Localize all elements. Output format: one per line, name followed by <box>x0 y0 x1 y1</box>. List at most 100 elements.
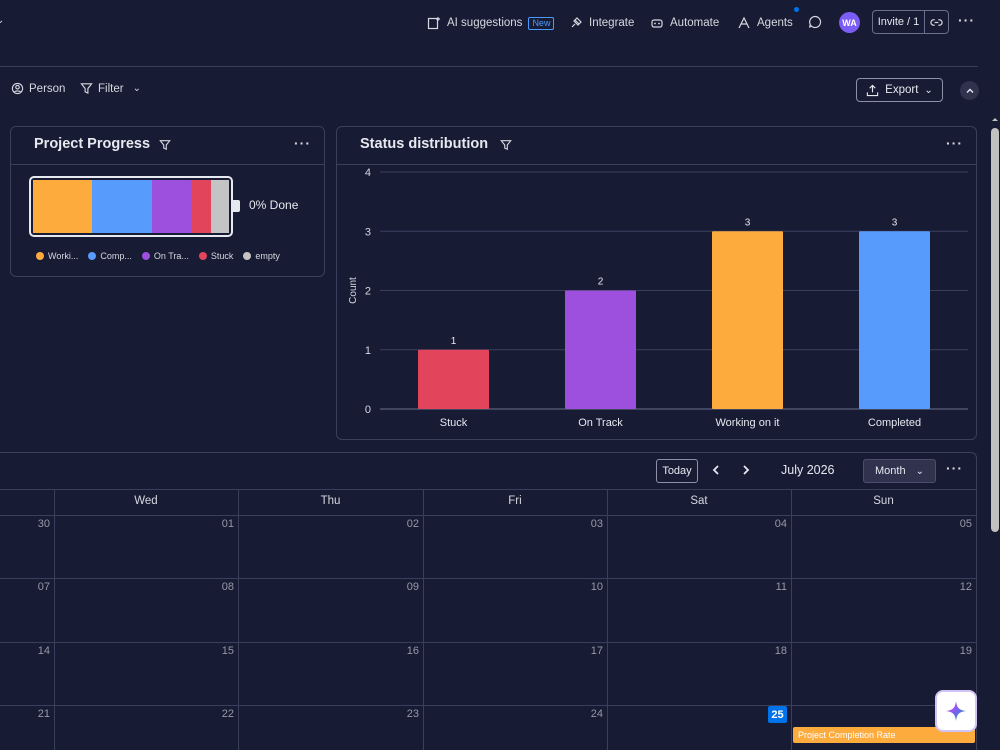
day-number: 23 <box>406 708 419 720</box>
integrate-button[interactable]: Integrate <box>569 14 634 32</box>
bar-on-track <box>565 290 636 409</box>
weekday-header: Wed <box>134 495 158 507</box>
day-number: 18 <box>774 645 787 657</box>
weekday-header: Thu <box>320 495 341 507</box>
y-axis-label: Count <box>348 277 359 304</box>
view-select-value: Month <box>875 465 906 477</box>
day-number: 15 <box>221 645 234 657</box>
updates-icon[interactable] <box>808 15 822 29</box>
legend-swatch <box>141 252 150 260</box>
notification-dot <box>794 7 799 12</box>
legend-label: Worki... <box>48 251 79 261</box>
ai-assistant-button[interactable] <box>935 690 977 732</box>
bar-stuck <box>418 349 489 409</box>
day-number: 07 <box>37 581 50 593</box>
x-tick-label: On Track <box>578 417 623 429</box>
scrollbar-track[interactable] <box>990 115 1000 750</box>
x-tick-label: Completed <box>868 417 921 429</box>
avatar[interactable]: WA <box>839 12 860 33</box>
calendar-line <box>54 489 55 750</box>
filter-icon[interactable] <box>159 139 171 151</box>
integrate-label: Integrate <box>589 17 635 29</box>
copy-link-button[interactable] <box>925 11 948 33</box>
y-tick-label: 1 <box>365 345 371 357</box>
card-divider <box>11 164 324 165</box>
day-number: 08 <box>221 581 234 593</box>
invite-label[interactable]: Invite / 1 <box>873 11 925 33</box>
chevron-down-icon: ⌄ <box>132 83 141 94</box>
day-number: 12 <box>959 581 972 593</box>
legend-swatch <box>36 252 44 260</box>
filter-icon[interactable] <box>500 139 512 151</box>
chevron-right-icon[interactable] <box>740 464 752 476</box>
day-number: 21 <box>37 708 50 720</box>
day-number: 05 <box>959 518 972 530</box>
today-button[interactable]: Today <box>656 459 698 483</box>
day-number: 01 <box>221 518 234 530</box>
status-bar-chart: 0 1 2 3 4 Count 1 Stuck 2 On Track 3 Working on it 3… <box>348 167 968 429</box>
legend-item: On Tra... <box>141 251 189 261</box>
sparkle-icon <box>946 701 966 721</box>
data-label: 3 <box>892 217 898 228</box>
calendar-line <box>0 489 976 490</box>
calendar-line <box>607 489 608 750</box>
export-label: Export <box>885 84 919 96</box>
person-label: Person <box>29 82 66 95</box>
scrollbar-thumb[interactable] <box>991 128 999 532</box>
calendar-event[interactable]: Project Completion Rate <box>793 727 975 743</box>
export-button[interactable]: Export ⌄ <box>856 78 943 102</box>
legend-label: On Tra... <box>153 251 189 261</box>
top-bar: ⌄ AI suggestions New Integrate Automate … <box>0 0 1000 46</box>
day-number: 11 <box>775 581 787 593</box>
legend-item: Worki... <box>36 251 78 261</box>
card-menu-icon[interactable]: ··· <box>946 135 963 151</box>
y-tick-label: 2 <box>365 286 371 298</box>
progress-segment <box>211 180 229 233</box>
plug-icon <box>571 17 582 28</box>
agents-button[interactable]: Agents <box>737 14 793 32</box>
legend-swatch <box>243 252 252 260</box>
calendar-line <box>0 515 976 516</box>
day-number: 10 <box>590 581 603 593</box>
invite-button[interactable]: Invite / 1 <box>872 10 949 34</box>
filter-button[interactable]: Filter ⌄ <box>80 82 141 95</box>
divider <box>0 66 978 67</box>
calendar-menu-icon[interactable]: ··· <box>946 460 963 476</box>
x-tick-label: Working on it <box>716 417 780 429</box>
progress-segment <box>33 180 93 233</box>
more-options-icon[interactable]: ··· <box>958 12 975 28</box>
upload-icon <box>867 84 879 96</box>
chevron-down-icon: ⌄ <box>915 465 924 477</box>
person-filter-button[interactable]: Person <box>11 82 65 95</box>
y-tick-label: 4 <box>365 167 371 179</box>
view-select[interactable]: Month ⌄ <box>863 459 936 483</box>
day-number: 03 <box>590 518 603 530</box>
collapse-button[interactable] <box>960 81 979 100</box>
day-number: 19 <box>959 645 972 657</box>
ai-suggestions-button[interactable]: AI suggestions New <box>427 14 555 32</box>
scroll-up-icon[interactable] <box>991 115 999 123</box>
chevron-up-icon <box>966 88 973 93</box>
y-tick-label: 3 <box>365 226 371 238</box>
weekday-header: Sat <box>690 495 708 507</box>
calendar-line <box>791 489 792 750</box>
progress-segment <box>151 180 192 233</box>
progress-battery <box>29 176 233 237</box>
legend-label: Stuck <box>210 251 234 261</box>
legend-label: Comp... <box>100 251 132 261</box>
legend-label: empty <box>255 251 280 261</box>
weekday-header: Sun <box>873 495 894 507</box>
day-number: 02 <box>406 518 419 530</box>
calendar-panel <box>0 452 977 750</box>
project-progress-title: Project Progress <box>34 136 151 152</box>
chevron-left-icon[interactable] <box>710 464 722 476</box>
card-menu-icon[interactable]: ··· <box>294 135 311 151</box>
calendar-line <box>0 705 976 706</box>
day-number: 22 <box>221 708 234 720</box>
automate-button[interactable]: Automate <box>650 14 719 32</box>
status-distribution-title: Status distribution <box>360 136 489 152</box>
person-icon <box>11 82 24 95</box>
calendar-line <box>238 489 239 750</box>
x-tick-label: Stuck <box>440 417 468 429</box>
chevron-down-icon[interactable]: ⌄ <box>0 15 5 26</box>
